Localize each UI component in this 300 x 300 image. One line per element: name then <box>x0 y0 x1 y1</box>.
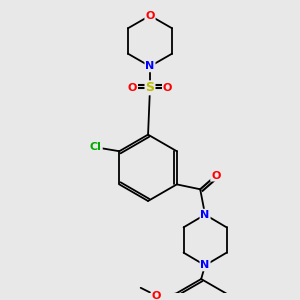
Text: Cl: Cl <box>90 142 102 152</box>
Text: O: O <box>163 83 172 93</box>
Text: O: O <box>128 83 137 93</box>
Text: O: O <box>145 11 155 21</box>
Text: S: S <box>146 81 154 94</box>
Text: N: N <box>200 260 210 270</box>
Text: O: O <box>211 171 220 181</box>
Text: N: N <box>146 61 154 71</box>
Text: N: N <box>200 210 210 220</box>
Text: O: O <box>152 291 161 300</box>
